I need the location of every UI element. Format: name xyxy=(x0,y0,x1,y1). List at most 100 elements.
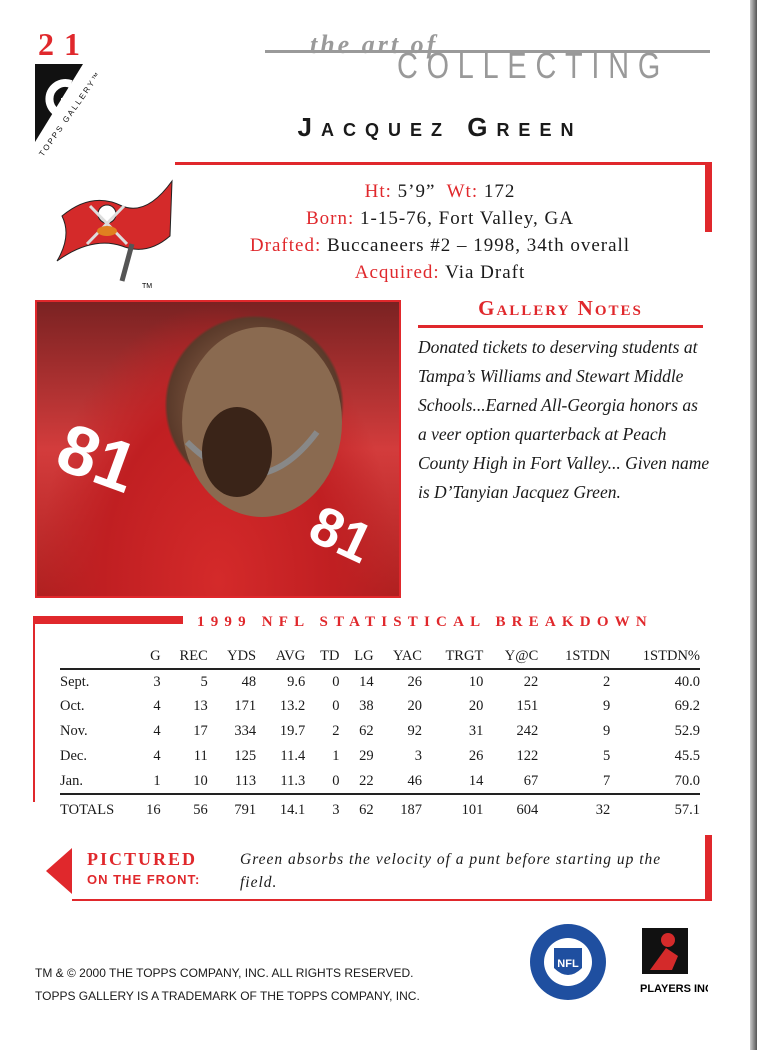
bio: Ht: 5’9” Wt: 172 Born: 1-15-76, Fort Val… xyxy=(180,178,700,286)
table-cell: 5 xyxy=(602,748,611,764)
table-cell: 48 xyxy=(241,673,257,690)
table-cell: 20 xyxy=(407,698,422,714)
acquired-label: Acquired: xyxy=(354,262,440,283)
column-header: REC xyxy=(179,648,208,664)
table-cell: TOTALS xyxy=(60,802,115,818)
table-cell: 3 xyxy=(332,802,340,818)
stats-bar xyxy=(33,616,183,624)
table-cell: 62 xyxy=(359,802,374,818)
table-cell: 10 xyxy=(468,673,484,690)
table-cell: 14 xyxy=(359,673,374,690)
table-cell: 3 xyxy=(153,673,161,690)
table-cell: Oct. xyxy=(60,698,85,714)
column-header: 1STDN% xyxy=(642,648,700,664)
table-cell: 7 xyxy=(602,772,611,789)
table-cell: 57.1 xyxy=(674,802,700,818)
svg-text:PLAYERS INC: PLAYERS INC xyxy=(640,983,708,995)
brand-line1: the art of xyxy=(310,30,439,59)
table-cell: 9 xyxy=(602,723,611,739)
table-cell: 1 xyxy=(332,748,340,764)
gallery-notes-title: Gallery Notes xyxy=(478,296,643,320)
table-row: Oct. 4 13 171 13.2 0 38 20 20 151 9 69.2 xyxy=(60,694,700,719)
table-cell: 38 xyxy=(359,698,374,714)
nfl-licensed-logo: NFL xyxy=(530,924,606,1000)
table-cell: 10 xyxy=(193,772,208,789)
column-header: LG xyxy=(354,648,374,664)
table-cell: 171 xyxy=(234,698,257,714)
table-cell: Dec. xyxy=(60,748,87,764)
table-cell: 101 xyxy=(461,802,484,818)
table-cell: 11.3 xyxy=(280,772,306,789)
table-cell: 67 xyxy=(523,772,539,789)
table-cell: 5 xyxy=(200,673,208,690)
table-cell: 26 xyxy=(468,748,484,764)
table-cell: 2 xyxy=(602,673,611,690)
column-header: Y@C xyxy=(504,648,539,664)
acquired-value: Via Draft xyxy=(445,262,526,283)
column-header: 1STDN xyxy=(565,648,611,664)
table-cell: 19.7 xyxy=(279,723,306,739)
column-header: TRGT xyxy=(445,648,484,664)
ht-label: Ht: xyxy=(364,181,392,202)
legal-text: TM & © 2000 THE TOPPS COMPANY, INC. ALL … xyxy=(35,962,420,1008)
gallery-notes-text: Donated tickets to deserving students at… xyxy=(418,337,710,502)
wt-label: Wt: xyxy=(446,181,479,202)
table-cell: 9.6 xyxy=(287,673,306,690)
table-cell: 113 xyxy=(234,772,257,789)
divider xyxy=(72,899,712,901)
table-cell: 4 xyxy=(153,698,161,714)
pictured-label-2: ON THE FRONT: xyxy=(87,872,201,887)
stats-rule xyxy=(33,616,35,802)
table-cell: 52.9 xyxy=(674,723,700,739)
table-cell: 242 xyxy=(516,723,539,739)
player-photo: 81 81 xyxy=(35,300,401,598)
table-row: Dec. 4 11 125 11.4 1 29 3 26 122 5 45.5 xyxy=(60,744,700,769)
card-edge xyxy=(750,0,757,1050)
table-cell: 16 xyxy=(146,802,161,818)
table-cell: 3 xyxy=(414,748,422,764)
table-cell: Sept. xyxy=(60,673,90,690)
pictured-label: PICTURED ON THE FRONT: xyxy=(87,849,200,887)
column-header: AVG xyxy=(275,648,306,664)
table-cell: 45.5 xyxy=(674,748,700,764)
legal-line1: TM & © 2000 THE TOPPS COMPANY, INC. ALL … xyxy=(35,966,414,980)
players-inc-logo: PLAYERS INC xyxy=(640,928,708,995)
table-cell: 69.2 xyxy=(674,698,700,714)
svg-text:81: 81 xyxy=(47,408,147,508)
table-cell: 122 xyxy=(516,748,539,764)
brand-line2: COLLECTING xyxy=(397,45,670,86)
divider xyxy=(705,835,712,901)
stats-table: G REC YDS AVG TD LG YAC TRGT Y@C 1STDN 1STDN% Sept… xyxy=(60,645,700,826)
buccaneers-flag-icon: TM xyxy=(56,179,173,290)
table-cell: Nov. xyxy=(60,723,88,739)
table-cell: 29 xyxy=(359,748,374,764)
pointer-triangle-icon xyxy=(46,848,72,894)
svg-text:NFL: NFL xyxy=(557,958,579,970)
drafted-value: Buccaneers #2 – 1998, 34th overall xyxy=(326,235,631,256)
table-cell: 20 xyxy=(468,698,484,714)
divider xyxy=(175,162,712,165)
table-cell: 151 xyxy=(516,698,539,714)
table-cell: 0 xyxy=(332,698,340,714)
column-header: TD xyxy=(320,648,340,664)
table-cell: 1 xyxy=(153,772,161,789)
table-cell: 13.2 xyxy=(279,698,306,714)
pictured-text: Green absorbs the velocity of a punt bef… xyxy=(240,851,662,891)
table-cell: 26 xyxy=(407,673,422,690)
table-cell: 46 xyxy=(407,772,422,789)
table-cell: 31 xyxy=(468,723,484,739)
table-cell: 32 xyxy=(595,802,611,818)
table-cell: 62 xyxy=(359,723,374,739)
divider xyxy=(705,162,712,232)
table-cell: 56 xyxy=(193,802,208,818)
table-cell: 9 xyxy=(602,698,611,714)
table-cell: 125 xyxy=(234,748,257,764)
player-name: Jacquez Green xyxy=(297,112,583,142)
table-cell: 0 xyxy=(332,772,340,789)
born-label: Born: xyxy=(305,208,355,229)
table-cell: 0 xyxy=(332,673,340,690)
table-cell: 4 xyxy=(153,723,161,739)
art-of-collecting-logo: the art of COLLECTING xyxy=(265,28,710,84)
table-cell: 604 xyxy=(516,802,539,818)
table-cell: 92 xyxy=(407,723,422,739)
